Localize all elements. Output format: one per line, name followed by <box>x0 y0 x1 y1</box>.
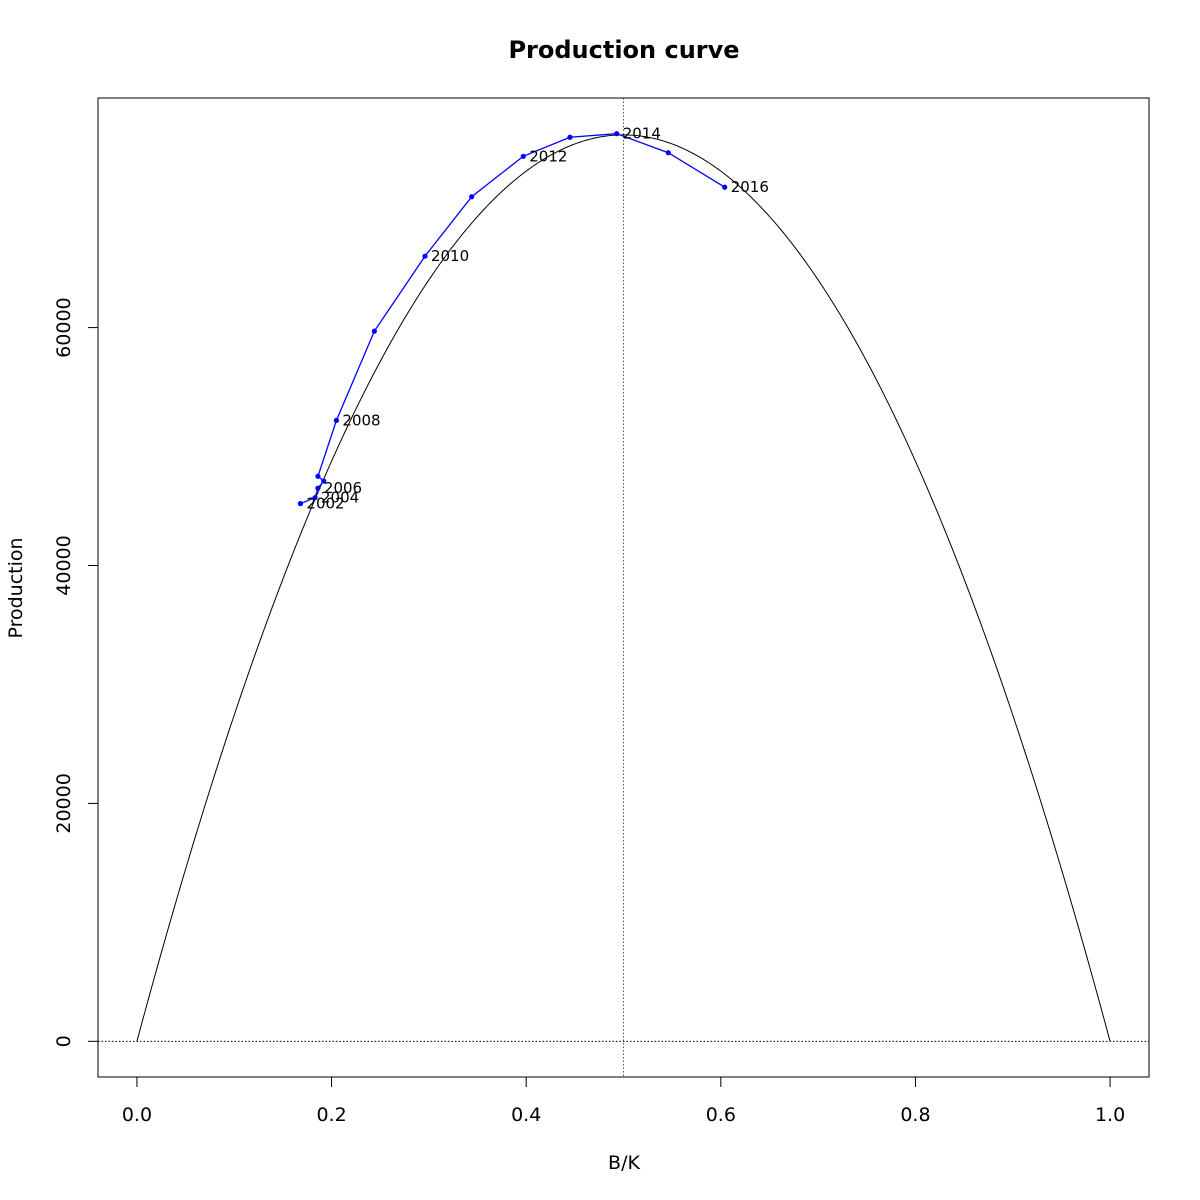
chart-title: Production curve <box>508 36 739 64</box>
trajectory-point-2006 <box>315 473 321 479</box>
x-tick-label-2: 0.4 <box>511 1104 541 1126</box>
year-label-2004: 2004 <box>321 489 359 507</box>
trajectory-line <box>300 133 726 505</box>
y-tick-label-2: 40000 <box>53 535 75 595</box>
trajectory-point-2014 <box>614 131 620 137</box>
year-label-2014: 2014 <box>623 125 661 143</box>
trajectory-point-2015 <box>665 150 671 156</box>
y-tick-label-3: 60000 <box>53 297 75 357</box>
x-tick-label-5: 1.0 <box>1095 1104 1125 1126</box>
year-label-2016: 2016 <box>731 178 769 196</box>
x-tick-label-4: 0.8 <box>900 1104 930 1126</box>
trajectory-point-2016 <box>722 184 728 190</box>
x-tick-label-3: 0.6 <box>706 1104 736 1126</box>
trajectory-point-2010 <box>422 253 428 259</box>
trajectory-point-2012 <box>520 153 526 159</box>
trajectory-point-2013 <box>567 134 573 140</box>
production-curve-line <box>136 134 1111 1042</box>
y-tick-label-1: 20000 <box>53 773 75 833</box>
trajectory-point-2011 <box>469 194 475 200</box>
x-tick-label-1: 0.2 <box>316 1104 346 1126</box>
y-tick-label-0: 0 <box>53 1035 75 1047</box>
year-label-2008: 2008 <box>342 411 380 429</box>
trajectory-point-2003 <box>312 495 318 501</box>
year-label-2006: 2006 <box>324 479 362 497</box>
plot-frame <box>97 97 1150 1078</box>
x-axis-label: B/K <box>608 1152 640 1174</box>
axes: 0.0 0.2 0.4 0.6 0.8 1.0 0 20000 40000 60000 <box>53 97 1150 1126</box>
trajectory-point-2005 <box>321 478 327 484</box>
year-label-2002: 2002 <box>306 495 344 513</box>
y-axis-label: Production <box>5 537 27 638</box>
trajectory-point-2008 <box>333 417 340 423</box>
trajectory-point-2004 <box>315 485 321 491</box>
year-label-2012: 2012 <box>529 147 567 165</box>
trajectory-point-2009 <box>371 328 377 334</box>
trajectory-point-2002 <box>297 501 304 507</box>
x-tick-label-0: 0.0 <box>122 1104 152 1126</box>
year-label-2010: 2010 <box>431 247 469 265</box>
